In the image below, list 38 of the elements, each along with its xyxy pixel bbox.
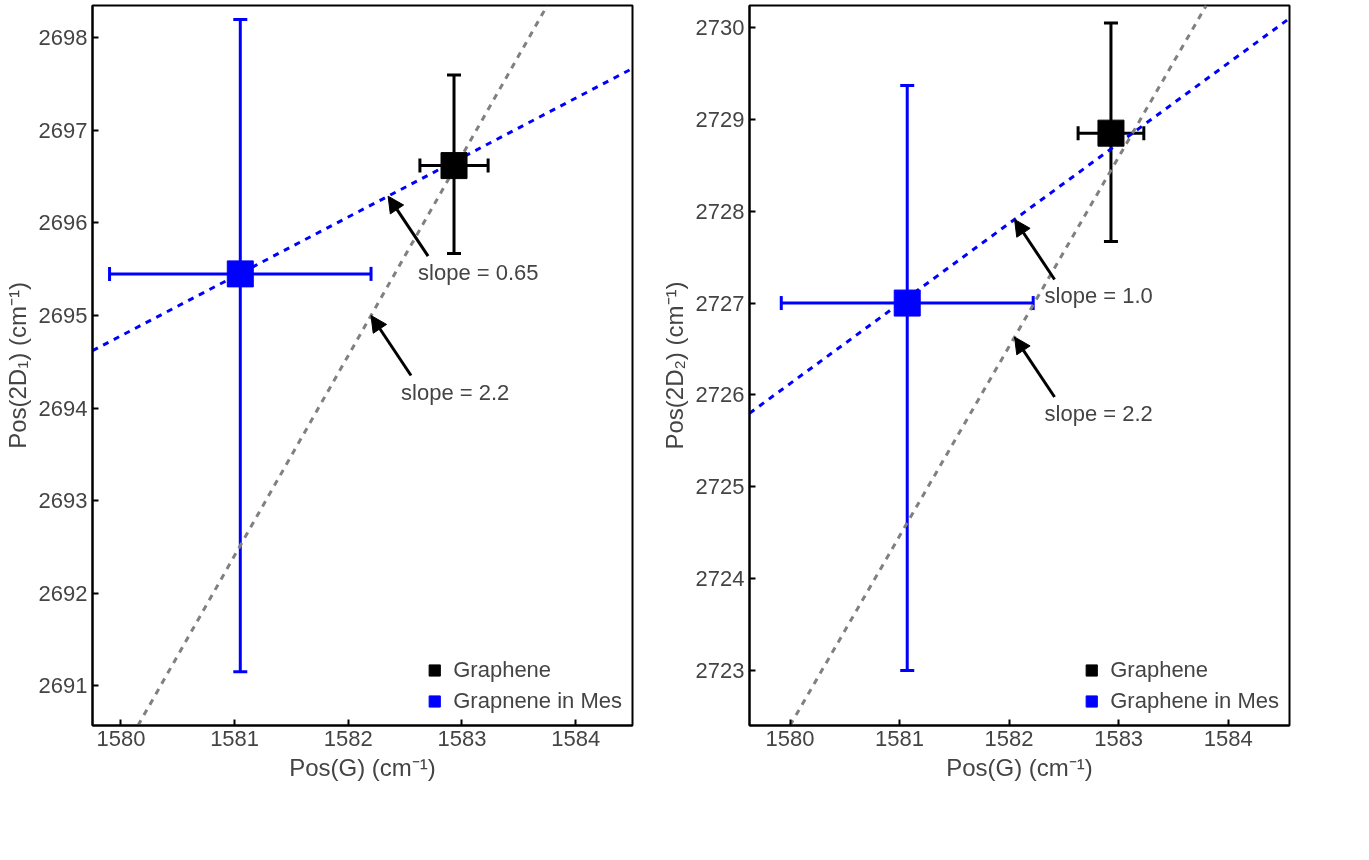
y-tick-label: 2730 (695, 15, 745, 41)
y-tick-label: 2696 (38, 210, 88, 236)
x-tick-label: 1580 (96, 725, 146, 751)
legend-label: Graphene (1110, 657, 1209, 683)
y-tick-label: 2728 (695, 198, 745, 224)
y-tick-label: 2698 (38, 25, 88, 51)
legend-label: Graphene in Mes (1110, 688, 1279, 714)
y-axis-title: Pos(2D₂) (cm⁻¹) (660, 281, 688, 450)
annotation: slope = 2.2 (401, 379, 510, 405)
y-tick-label: 2697 (38, 117, 88, 143)
y-tick-label: 2693 (38, 488, 88, 514)
x-tick-label: 1583 (1094, 725, 1144, 751)
x-tick-label: 1581 (875, 725, 925, 751)
annotation: slope = 1.0 (1044, 283, 1153, 309)
x-tick-label: 1584 (551, 725, 601, 751)
y-tick-label: 2729 (695, 106, 745, 132)
y-tick-label: 2727 (695, 290, 745, 316)
legend-label: Grapnene in Mes (453, 688, 622, 714)
annotation: slope = 0.65 (418, 260, 539, 286)
y-tick-label: 2692 (38, 580, 88, 606)
x-tick-label: 1583 (437, 725, 487, 751)
y-tick-label: 2726 (695, 382, 745, 408)
x-tick-label: 1584 (1203, 725, 1253, 751)
y-tick-label: 2724 (695, 566, 745, 592)
legend-label: Graphene (453, 657, 552, 683)
x-axis-title: Pos(G) (cm⁻¹) (946, 753, 1093, 781)
annotation: slope = 2.2 (1044, 401, 1153, 427)
y-tick-label: 2694 (38, 395, 88, 421)
y-tick-label: 2695 (38, 303, 88, 329)
x-tick-label: 1582 (323, 725, 373, 751)
x-tick-label: 1582 (984, 725, 1034, 751)
x-tick-label: 1581 (210, 725, 260, 751)
y-tick-label: 2691 (38, 673, 88, 699)
y-axis-title: Pos(2D₁) (cm⁻¹) (3, 282, 31, 449)
y-tick-label: 2725 (695, 474, 745, 500)
y-tick-label: 2723 (695, 657, 745, 683)
x-tick-label: 1580 (765, 725, 815, 751)
x-axis-title: Pos(G) (cm⁻¹) (289, 753, 436, 781)
